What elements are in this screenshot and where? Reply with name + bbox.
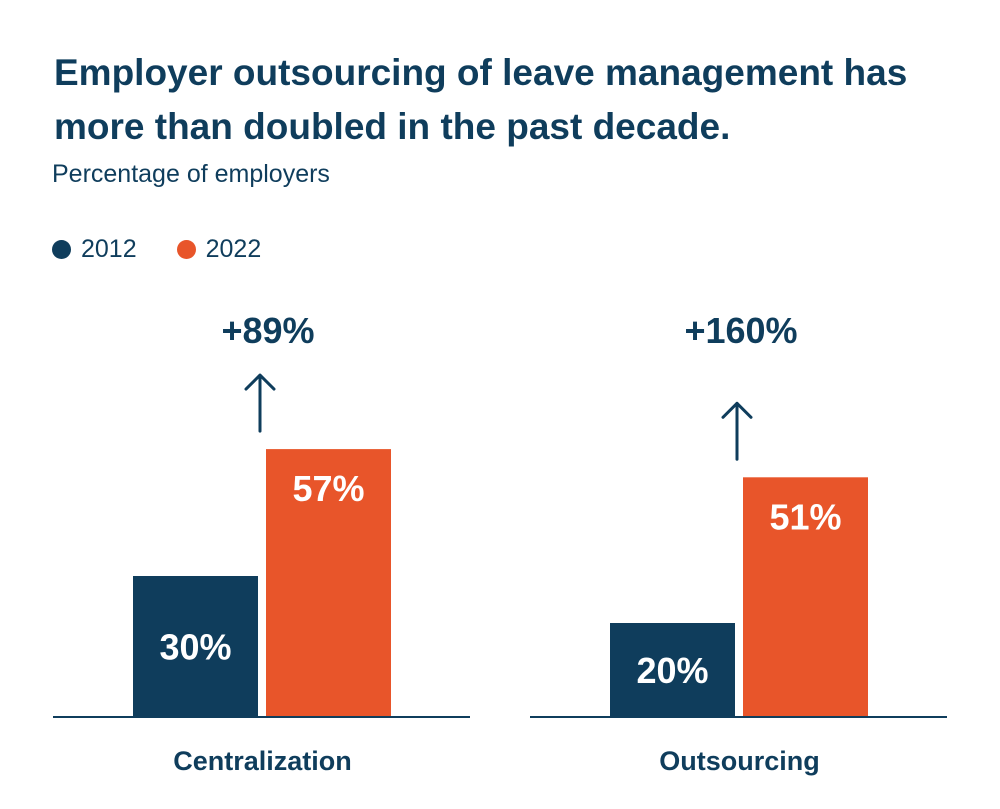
- legend: 2012 2022: [52, 235, 301, 264]
- legend-label-2022: 2022: [205, 235, 262, 263]
- legend-swatch-2012: [52, 240, 71, 259]
- legend-label-2012: 2012: [81, 235, 137, 263]
- data-label-centralization-2022: 57%: [292, 468, 364, 509]
- data-label-outsourcing-2022: 51%: [769, 496, 841, 537]
- change-annotation-outsourcing: +160%: [684, 310, 797, 351]
- bar-centralization-2012: [133, 576, 258, 717]
- up-arrow-icon-outsourcing: [721, 401, 753, 461]
- data-label-centralization-2012: 30%: [159, 627, 231, 668]
- chart-title: Employer outsourcing of leave management…: [54, 52, 908, 147]
- category-label-centralization: Centralization: [173, 746, 352, 776]
- bar-outsourcing-2012: [610, 623, 735, 717]
- legend-item-2022: 2022: [176, 235, 262, 264]
- bar-outsourcing-2022: [743, 477, 868, 717]
- legend-item-2012: 2012: [52, 235, 137, 264]
- legend-swatch-2022: [176, 240, 196, 259]
- change-annotation-centralization: +89%: [221, 310, 314, 351]
- bar-centralization-2022: [266, 449, 391, 717]
- data-label-outsourcing-2012: 20%: [636, 650, 708, 691]
- category-label-outsourcing: Outsourcing: [659, 746, 820, 776]
- chart-subtitle: Percentage of employers: [52, 160, 330, 188]
- up-arrow-icon-centralization: [244, 373, 276, 433]
